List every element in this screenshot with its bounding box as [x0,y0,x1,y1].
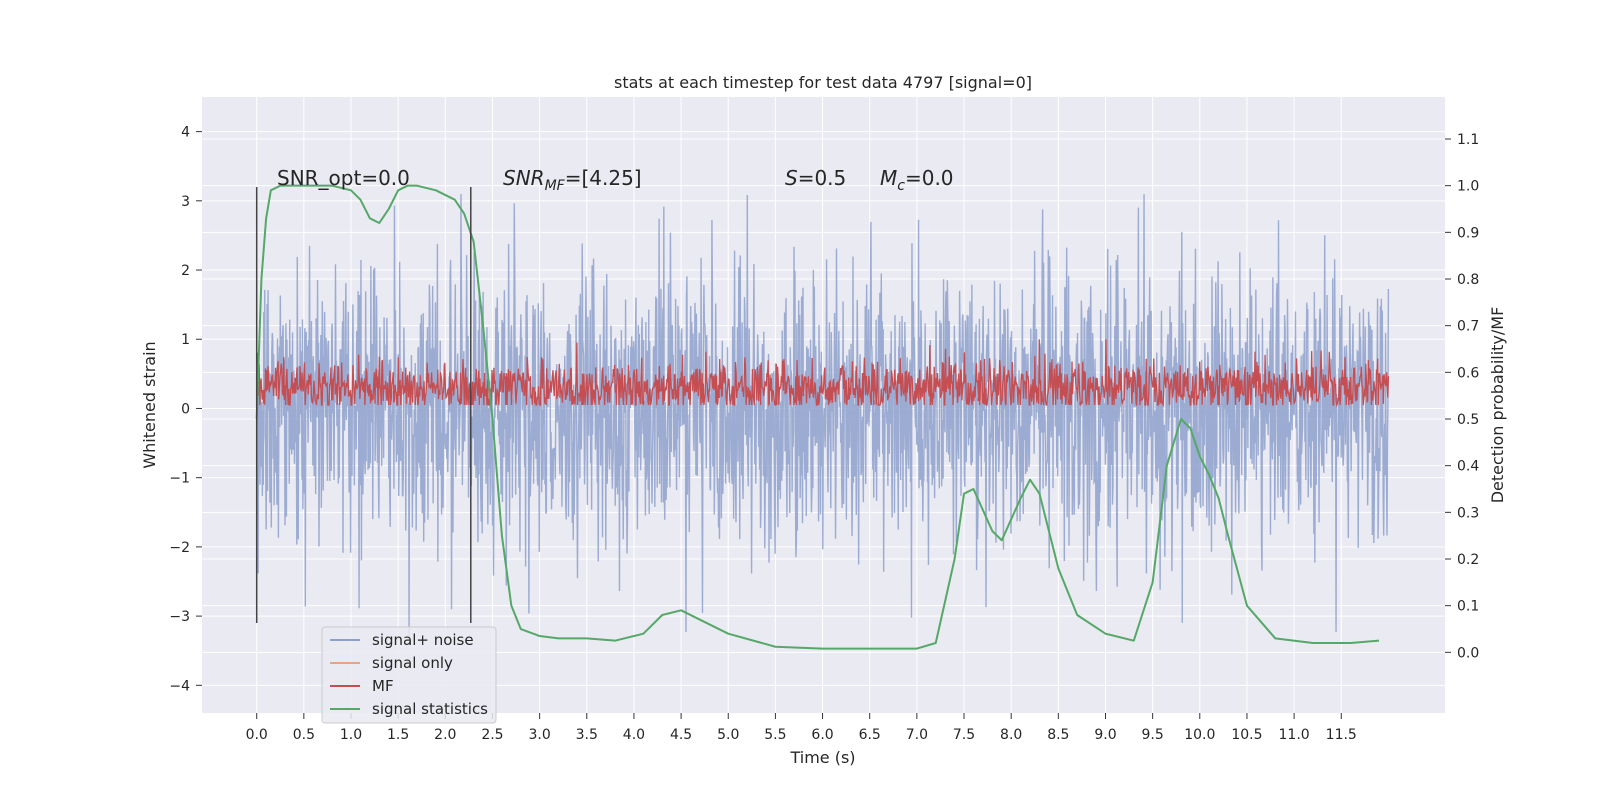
y2-tick-label: 0.1 [1457,599,1479,615]
x-axis-label: Time (s) [789,748,855,767]
annotation-s: S=0.5 [785,166,846,190]
x-tick-label: 6.0 [811,727,833,743]
data-layer [255,184,1390,650]
annotation-snr-mf: SNRMF=[4.25] [503,166,642,194]
legend-box [321,626,497,724]
y2-axis-label: Detection probability/MF [1488,307,1507,504]
y-tick-label: 0 [181,401,190,417]
x-tick-label: 7.5 [953,727,975,743]
snr-mf-base: SNR [503,166,545,190]
y-tick-label: −1 [169,471,190,487]
x-tick-label: 9.5 [1142,727,1164,743]
y2-tick-label: 0.5 [1457,412,1479,428]
snr-mf-sub: MF [545,178,566,194]
y2-tick-label: 1.0 [1457,179,1479,195]
y-tick-label: 1 [181,332,190,348]
axes: 0.0 0.5 1.0 1.5 2.0 2.5 3.0 3.5 4.0 4.5 5.0 5.5 6.0 6… [169,125,1479,743]
vertical-markers [255,186,472,624]
x-tick-label: 0.5 [293,727,315,743]
y2-tick-label: 0.9 [1457,225,1479,241]
x-tick-label: 10.5 [1231,727,1262,743]
x-tick-label: 11.0 [1279,727,1310,743]
x-tick-label: 3.5 [576,727,598,743]
x-tick-label: 3.0 [528,727,550,743]
s-symbol: S [785,166,798,190]
y2-tick-label: 0.7 [1457,319,1479,335]
legend-label-0: signal+ noise [372,631,474,649]
series-3-line [255,184,1380,650]
annotation-snr-opt: SNR_opt=0.0 [277,166,410,190]
x-tick-label: 6.5 [859,727,881,743]
mc-sub: c [897,178,905,194]
legend-label-2: MF [372,677,394,695]
y2-tick-label: 0.3 [1457,505,1479,521]
s-rest: =0.5 [798,166,847,190]
mc-base: M [880,166,897,190]
x-tick-label: 2.0 [434,727,456,743]
chart-title: stats at each timestep for test data 479… [614,73,1032,92]
x-tick-label: 1.5 [387,727,409,743]
legend-label-1: signal only [372,654,453,672]
x-tick-label: 8.5 [1047,727,1069,743]
x-tick-label: 4.5 [670,727,692,743]
x-tick-label: 2.5 [481,727,503,743]
y-tick-label: 4 [181,125,190,141]
y2-tick-label: 0.2 [1457,552,1479,568]
legend-label-3: signal statistics [372,700,488,718]
x-tick-label: 9.0 [1094,727,1116,743]
y2-tick-label: 0.4 [1457,459,1479,475]
series-2-line [256,339,1390,408]
y-tick-label: 2 [181,263,190,279]
series-0-line [256,193,1390,638]
x-tick-label: 0.0 [246,727,268,743]
x-tick-label: 8.0 [1000,727,1022,743]
x-tick-label: 10.0 [1184,727,1215,743]
y-tick-label: 3 [181,194,190,210]
x-tick-label: 5.0 [717,727,739,743]
y2-tick-label: 0.8 [1457,272,1479,288]
snr-mf-rest: =[4.25] [565,166,642,190]
x-tick-label: 7.0 [906,727,928,743]
legend: signal+ noise signal only MF signal statist… [321,626,497,724]
x-tick-label: 4.0 [623,727,645,743]
y-tick-label: −3 [169,609,190,625]
x-tick-label: 11.5 [1326,727,1357,743]
y2-tick-label: 0.6 [1457,365,1479,381]
mc-rest: =0.0 [905,166,954,190]
x-tick-label: 5.5 [764,727,786,743]
y-tick-label: −4 [169,678,190,694]
y-axis-label: Whitened strain [140,341,159,468]
y-tick-label: −2 [169,540,190,556]
annotation-mc: Mc=0.0 [880,166,954,194]
y2-tick-label: 0.0 [1457,645,1479,661]
x-tick-label: 1.0 [340,727,362,743]
y2-tick-label: 1.1 [1457,132,1479,148]
